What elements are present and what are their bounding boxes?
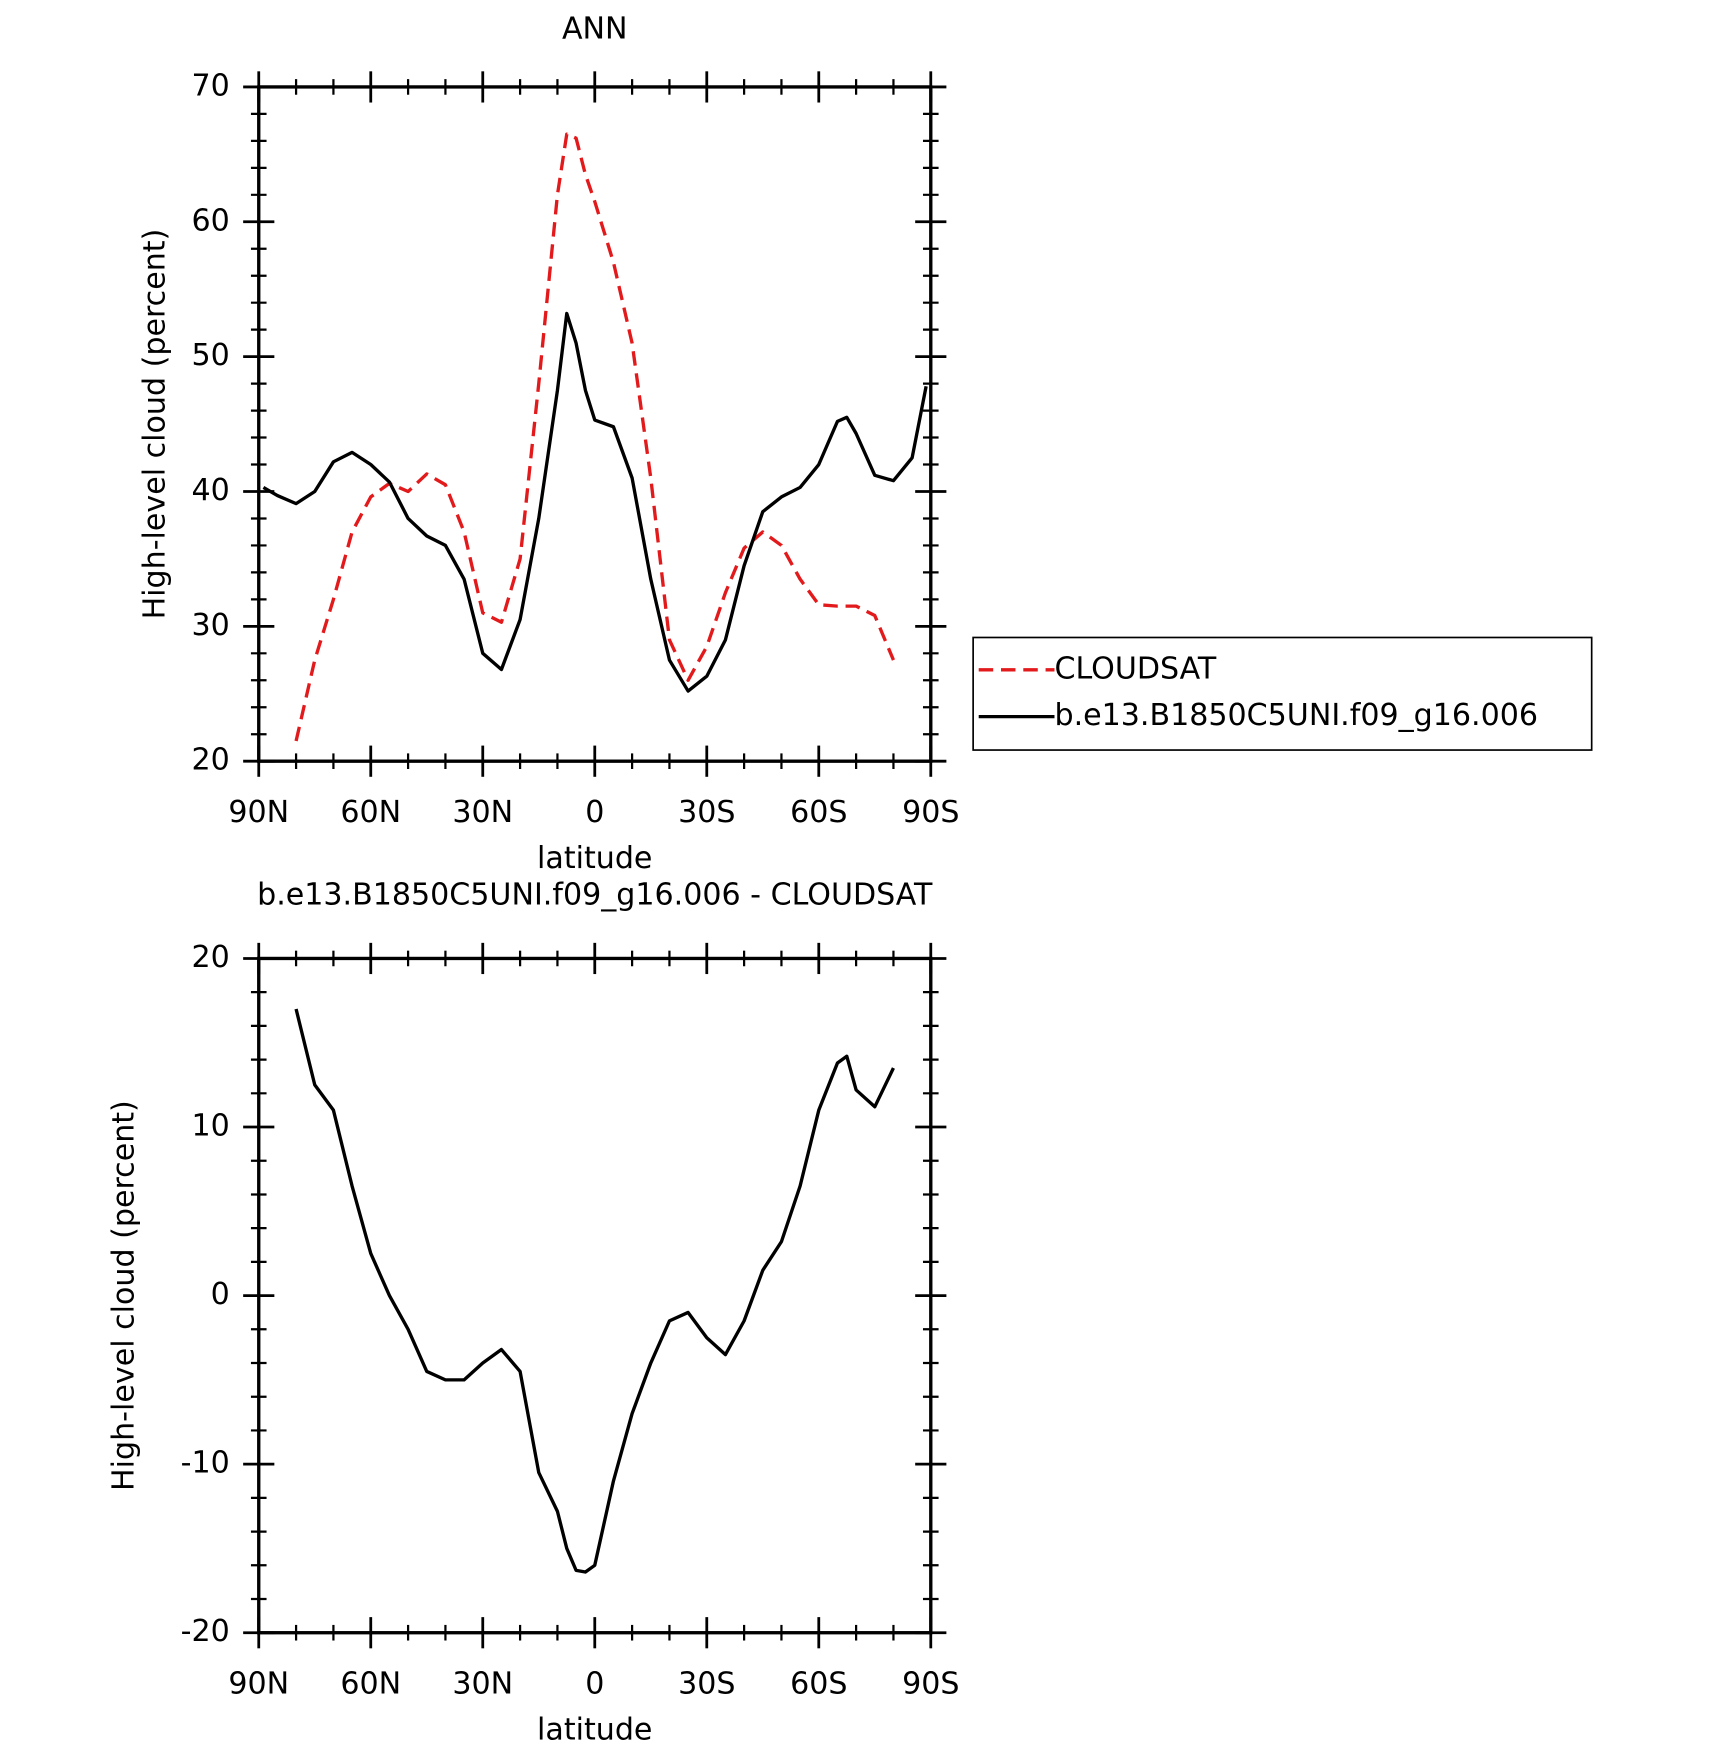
data-line [262,311,928,693]
x-axis-label: latitude [537,1712,652,1747]
chart-title: b.e13.B1850C5UNI.f09_g16.006 - CLOUDSAT [257,878,933,913]
x-tick-label: 90N [228,795,289,830]
x-tick-label: 60N [340,1667,401,1702]
plot-frame [257,956,933,1635]
chart-title: ANN [562,12,628,47]
y-tick-label: 20 [191,940,229,975]
y-axis-label: High-level cloud (percent) [138,229,173,620]
legend-box [972,636,1593,751]
x-tick-label: 60S [790,1667,847,1702]
x-tick-label: 30S [678,795,735,830]
x-tick-label: 90S [902,1667,959,1702]
x-axis-label: latitude [537,841,652,876]
plot-frame [257,85,933,763]
y-tick-label: -10 [181,1446,230,1481]
x-tick-label: 0 [585,795,604,830]
x-tick-label: 30N [452,795,513,830]
y-tick-label: 50 [191,338,229,373]
x-tick-label: 60S [790,795,847,830]
data-line [294,1008,895,1574]
y-tick-label: 40 [191,473,229,508]
y-tick-label: 0 [211,1277,230,1312]
x-tick-label: 90N [228,1667,289,1702]
y-tick-label: 70 [191,68,229,103]
y-tick-label: 10 [191,1109,229,1144]
y-tick-label: 20 [191,743,229,778]
legend-label: b.e13.B1850C5UNI.f09_g16.006 [1054,698,1538,733]
x-tick-label: 90S [902,795,959,830]
data-line [294,132,895,742]
x-tick-label: 60N [340,795,401,830]
x-tick-label: 30S [678,1667,735,1702]
y-tick-label: -20 [181,1614,230,1649]
x-tick-label: 30N [452,1667,513,1702]
y-axis-label: High-level cloud (percent) [107,1100,142,1491]
x-tick-label: 0 [585,1667,604,1702]
legend-label: CLOUDSAT [1054,651,1216,686]
y-tick-label: 60 [191,203,229,238]
y-tick-label: 30 [191,608,229,643]
